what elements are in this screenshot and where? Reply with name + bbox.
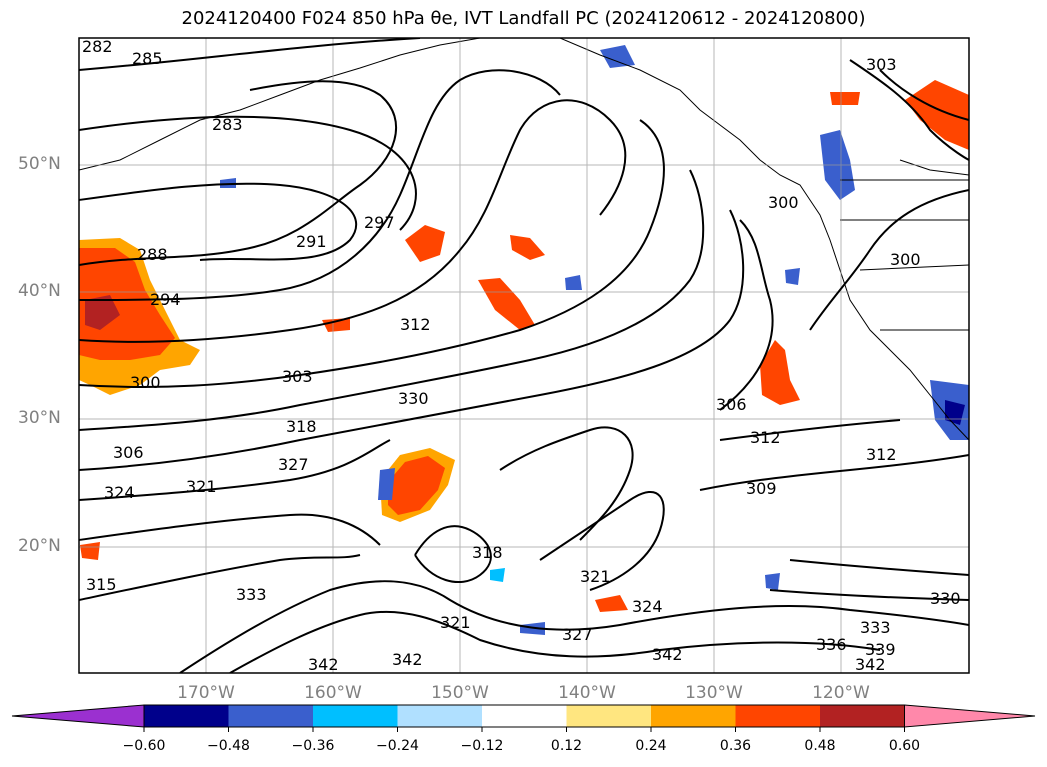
- contour-label: 342: [855, 655, 886, 674]
- colorbar-tick: −0.48: [207, 738, 250, 754]
- contour-label: 309: [746, 479, 777, 498]
- lon-label-160w: 160°W: [304, 683, 362, 703]
- colorbar-tick: 0.24: [635, 738, 667, 754]
- lat-label-50n: 50°N: [18, 154, 61, 174]
- contour-label: 288: [137, 245, 168, 264]
- colorbar-tick: 0.48: [804, 738, 836, 754]
- contour-label: 324: [104, 483, 135, 502]
- contour-label: 312: [400, 315, 431, 334]
- contour-label: 321: [580, 567, 611, 586]
- contour-label: 282: [82, 37, 113, 56]
- contour-label: 330: [930, 589, 961, 608]
- contour-label: 321: [440, 613, 471, 632]
- contour-label: 330: [398, 389, 429, 408]
- lon-label-130w: 130°W: [685, 683, 743, 703]
- contour-label: 324: [632, 597, 663, 616]
- lon-label-140w: 140°W: [558, 683, 616, 703]
- contour-label: 342: [308, 655, 339, 674]
- contour-label: 303: [282, 367, 313, 386]
- contour-labels: 282 285 283 288 294 291 297 300 303 306 …: [82, 37, 961, 674]
- colorbar-tick: −0.24: [376, 738, 419, 754]
- contour-label: 318: [472, 543, 503, 562]
- contour-label: 294: [150, 290, 181, 309]
- map-title: 2024120400 F024 850 hPa θe, IVT Landfall…: [181, 8, 866, 29]
- contour-label: 306: [716, 395, 747, 414]
- map-frame: [78, 37, 970, 674]
- anomaly-shading: [79, 45, 969, 635]
- lon-label-150w: 150°W: [431, 683, 489, 703]
- colorbar-tick: −0.60: [122, 738, 166, 754]
- colorbar-tick: 0.60: [888, 738, 921, 754]
- contour-label: 306: [113, 443, 144, 462]
- contour-label: 336: [816, 635, 847, 654]
- lat-label-40n: 40°N: [18, 281, 61, 301]
- lon-label-120w: 120°W: [812, 683, 870, 703]
- theta-e-contours: [79, 38, 969, 673]
- contour-label: 327: [278, 455, 309, 474]
- contour-label: 327: [562, 625, 593, 644]
- lat-label-30n: 30°N: [18, 408, 61, 428]
- colorbar-tick: −0.12: [460, 738, 504, 754]
- contour-label: 285: [132, 49, 163, 68]
- contour-label: 333: [236, 585, 267, 604]
- contour-label: 303: [866, 55, 897, 74]
- contour-label: 283: [212, 115, 243, 134]
- contour-label: 300: [768, 193, 799, 212]
- contour-label: 297: [364, 213, 395, 232]
- lon-label-170w: 170°W: [177, 683, 235, 703]
- contour-label: 339: [865, 640, 896, 659]
- contour-label: 342: [392, 650, 423, 669]
- contour-label: 315: [86, 575, 117, 594]
- contour-label: 312: [866, 445, 897, 464]
- colorbar: [11, 704, 1036, 732]
- colorbar-tick: −0.36: [291, 738, 335, 754]
- coastline: [79, 38, 969, 441]
- colorbar-tick: 0.12: [550, 738, 583, 754]
- contour-label: 321: [186, 477, 217, 496]
- contour-label: 300: [890, 250, 921, 269]
- contour-label: 318: [286, 417, 317, 436]
- contour-label: 300: [130, 373, 161, 392]
- lat-label-20n: 20°N: [18, 536, 61, 556]
- contour-label: 333: [860, 618, 891, 637]
- contour-label: 291: [296, 232, 327, 251]
- contour-label: 342: [652, 645, 683, 664]
- contour-label: 312: [750, 428, 781, 447]
- colorbar-tick: 0.36: [719, 738, 752, 754]
- graticule: [79, 38, 969, 673]
